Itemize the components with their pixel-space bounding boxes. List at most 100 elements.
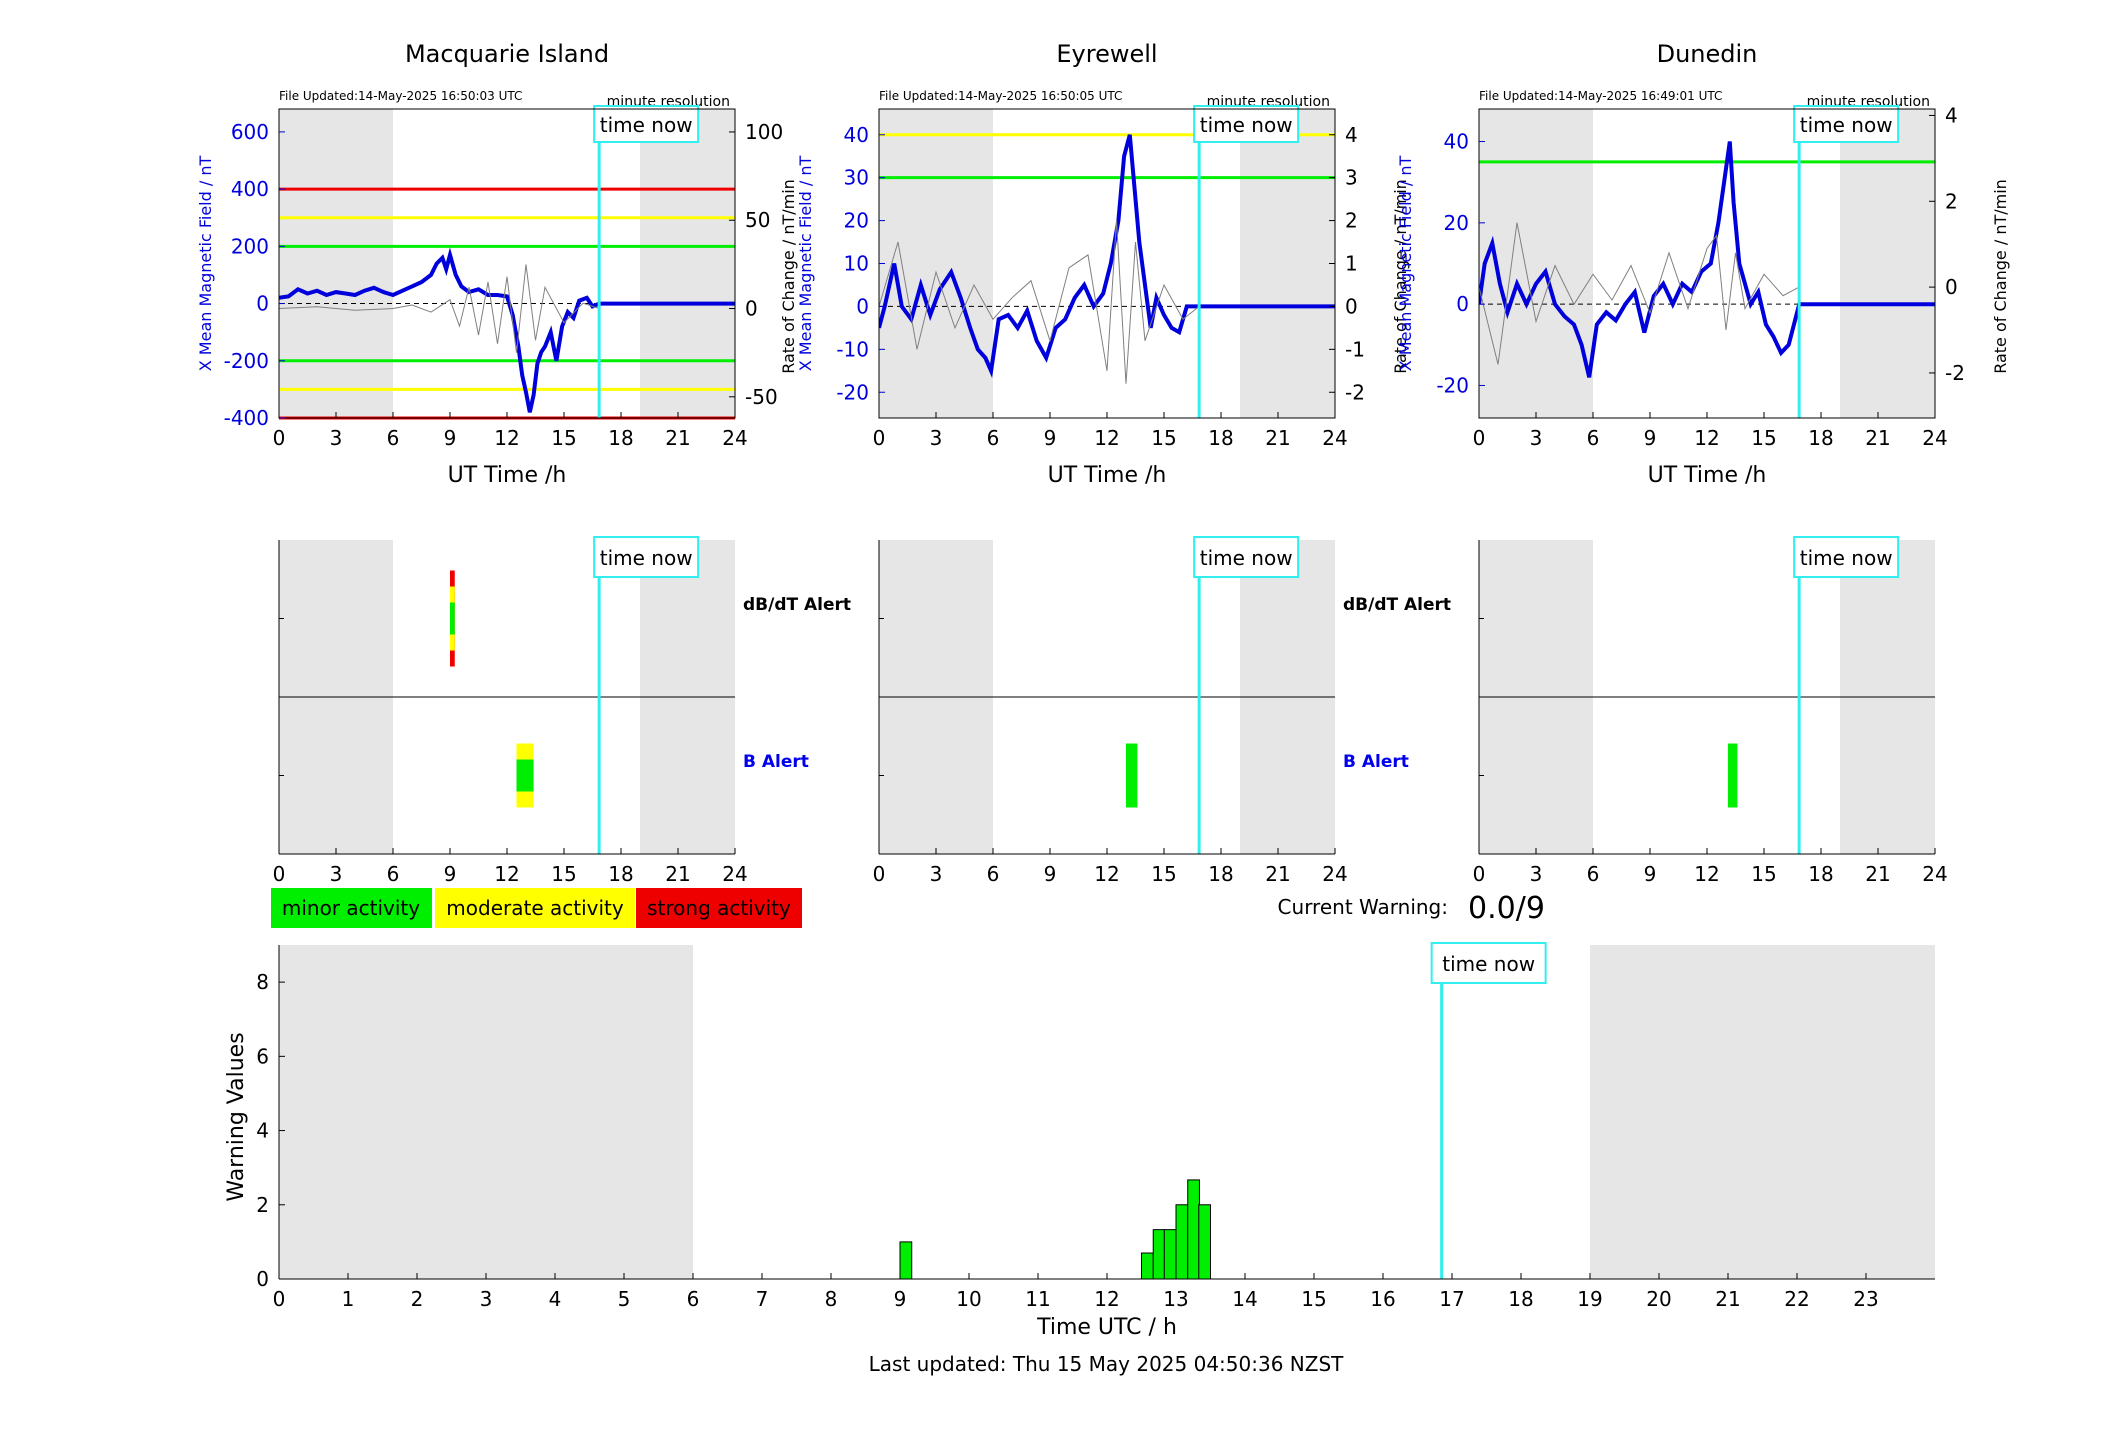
x-axis-label: UT Time /h [448,463,567,488]
legend: minor activity moderate activity strong … [271,888,802,928]
x-tick-label: 15 [551,426,576,450]
magnetometer-panel-2: Eyrewell File Updated:14-May-2025 16:50:0… [779,40,1410,488]
night-band [279,945,693,1279]
x-tick-label: 12 [1094,1287,1119,1311]
row-label-b: B Alert [1343,752,1409,772]
y-right-tick-label: 0 [745,297,758,321]
x-tick-label: 20 [1646,1287,1671,1311]
x-tick-label: 12 [1694,426,1719,450]
y-right-tick-label: 4 [1945,103,1958,127]
x-tick-label: 3 [1530,862,1543,886]
last-updated-footer: Last updated: Thu 15 May 2025 04:50:36 N… [869,1352,1345,1376]
y-left-tick-label: 600 [231,120,269,144]
y-right-tick-label: 0 [1945,275,1958,299]
alert-block [1126,743,1138,808]
x-tick-label: 6 [987,862,1000,886]
magnetic-field-series [879,134,1335,378]
x-tick-label: 6 [1587,862,1600,886]
y-left-tick-label: 0 [256,292,269,316]
x-tick-label: 23 [1853,1287,1878,1311]
warning-bar [899,1241,913,1280]
x-tick-label: 21 [1265,426,1290,450]
x-tick-label: 21 [665,862,690,886]
time-now-label: time now [600,113,693,137]
time-now-box [1193,536,1300,578]
x-tick-label: 3 [1530,426,1543,450]
night-band [1590,945,1935,1279]
x-tick-label: 9 [1644,426,1657,450]
night-band [279,109,393,418]
x-tick-label: 24 [722,426,747,450]
row-label-dbdt: dB/dT Alert [1343,595,1451,615]
night-band [1240,109,1335,418]
alert-block [450,602,455,635]
x-tick-label: 15 [1751,862,1776,886]
x-tick-label: 24 [1322,426,1347,450]
legend-strong-swatch [636,888,802,928]
y-left-tick-label: 40 [1444,130,1469,154]
warning-bar [1163,1229,1177,1280]
night-band [640,109,735,418]
x-tick-label: 17 [1439,1287,1464,1311]
x-tick-label: 12 [1694,862,1719,886]
x-tick-label: 19 [1577,1287,1602,1311]
x-tick-label: 21 [1265,862,1290,886]
alert-panel-3: time now 0 3 6 9 12 15 18 21 24 [1473,536,1948,886]
time-now-box [1193,105,1300,143]
y-right-tick-label: -50 [745,385,778,409]
warning-bar [1141,1252,1154,1280]
alert-block [1727,743,1738,808]
station-title: Dunedin [1657,40,1758,68]
x-axis-label: Time UTC / h [1036,1315,1177,1340]
x-tick-label: 2 [411,1287,424,1311]
x-tick-label: 0 [873,426,886,450]
x-tick-label: 1 [342,1287,355,1311]
x-tick-label: 7 [756,1287,769,1311]
y-right-tick-label: 2 [1345,209,1358,233]
x-axis-label: UT Time /h [1648,463,1767,488]
rate-of-change-series [279,264,600,353]
x-tick-label: 4 [549,1287,562,1311]
y-tick-label: 8 [256,970,269,994]
y-right-tick-label: 1 [1345,252,1358,276]
x-tick-label: 21 [1715,1287,1740,1311]
x-tick-label: 0 [1473,862,1486,886]
x-tick-label: 15 [1151,862,1176,886]
y-tick-label: 6 [256,1044,269,1068]
x-tick-label: 15 [551,862,576,886]
x-tick-label: 13 [1163,1287,1188,1311]
alert-panel-2: time now 0 3 6 9 12 15 18 21 24 dB/dT Alert B Alert [873,536,1451,886]
legend-moderate-label: moderate activity [446,896,624,920]
y-right-axis-label: Rate of Change / nT/min [1991,179,2010,374]
y-left-tick-label: 0 [1456,292,1469,316]
y-left-axis-label: X Mean Magnetic Field / nT [796,156,815,372]
x-tick-label: 24 [722,862,747,886]
y-left-axis-label: X Mean Magnetic Field / nT [196,156,215,372]
x-tick-label: 22 [1784,1287,1809,1311]
x-tick-label: 14 [1232,1287,1257,1311]
station-title: Eyrewell [1056,40,1157,68]
x-tick-label: 24 [1322,862,1347,886]
y-left-tick-label: 30 [844,166,869,190]
magnetometer-panel-1: Macquarie Island File Updated:14-May-2025… [196,40,783,488]
x-tick-label: 6 [687,1287,700,1311]
time-now-label: time now [1200,113,1293,137]
x-tick-label: 0 [273,426,286,450]
station-title: Macquarie Island [405,40,609,68]
x-tick-label: 21 [1865,862,1890,886]
x-tick-label: 16 [1370,1287,1395,1311]
x-tick-label: 3 [930,426,943,450]
x-tick-label: 3 [330,426,343,450]
x-tick-label: 12 [1094,426,1119,450]
y-right-tick-label: 50 [745,208,770,232]
x-tick-label: 9 [1044,426,1057,450]
x-tick-label: 18 [1208,426,1233,450]
y-right-axis-label-left-panel: Rate of Change / nT/min [779,179,798,374]
time-now-label: time now [1800,113,1893,137]
x-tick-label: 24 [1922,426,1947,450]
warning-bar [1187,1179,1200,1280]
y-left-tick-label: 40 [844,123,869,147]
time-now-box [1793,105,1900,143]
x-tick-label: 9 [894,1287,907,1311]
